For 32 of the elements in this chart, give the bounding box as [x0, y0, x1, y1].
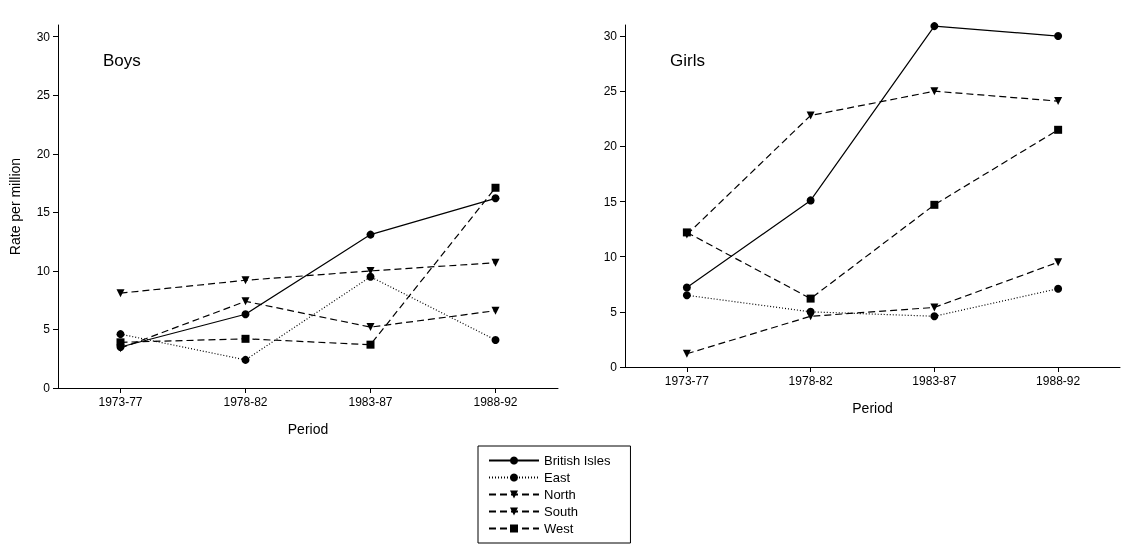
x-tick-label: 1988-92	[1036, 374, 1081, 388]
legend-label: South	[544, 504, 578, 519]
y-tick-label: 5	[610, 304, 618, 319]
y-tick-label: 30	[36, 29, 51, 44]
x-tick-label: 1983-87	[348, 395, 393, 409]
legend-label: North	[544, 487, 576, 502]
y-axis-title: Rate per million	[7, 157, 23, 256]
text: Boys	[103, 51, 141, 70]
x-tick-label: 1978-82	[788, 374, 833, 388]
y-tick-label: 0	[43, 381, 51, 395]
legend-label: West	[544, 521, 574, 536]
x-tick-label: 1988-92	[473, 395, 518, 409]
y-tick-label: 30	[603, 29, 618, 44]
legend-label: British Isles	[544, 453, 611, 468]
y-tick-label: 0	[610, 360, 618, 374]
y-tick-label: 10	[603, 249, 618, 264]
x-axis-title: Period	[852, 400, 893, 416]
y-tick-label: 20	[36, 146, 51, 161]
y-tick-label: 15	[603, 194, 618, 209]
y-tick-label: 20	[603, 139, 618, 154]
y-tick-label: 25	[36, 88, 51, 103]
y-tick-label: 25	[603, 84, 618, 99]
x-tick-label: 1973-77	[664, 374, 710, 388]
x-axis-title: Period	[287, 421, 329, 437]
text: Girls	[670, 51, 705, 70]
x-tick-label: 1983-87	[912, 374, 957, 388]
y-tick-label: 10	[36, 263, 51, 278]
x-tick-label: 1973-77	[98, 395, 143, 409]
y-tick-label: 15	[36, 205, 51, 220]
x-tick-label: 1978-82	[223, 395, 268, 409]
y-tick-label: 5	[43, 322, 51, 337]
legend-label: East	[544, 470, 571, 485]
